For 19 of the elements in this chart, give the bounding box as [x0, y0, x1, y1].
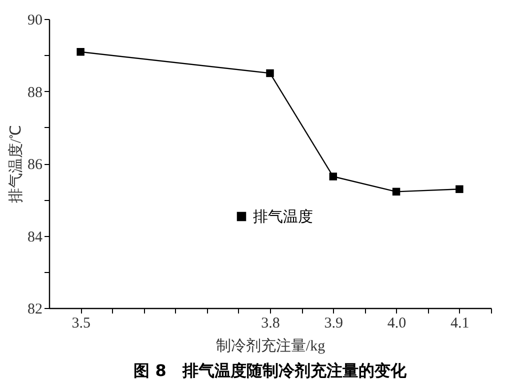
x-axis-title: 制冷剂充注量/kg — [216, 338, 326, 354]
y-axis-title: 排气温度/℃ — [8, 124, 24, 204]
x-tick-label: 3.8 — [261, 316, 280, 332]
y-tick-label: 88 — [28, 84, 42, 101]
y-tick-label: 84 — [28, 229, 43, 246]
x-tick-label: 4.0 — [387, 316, 406, 332]
y-tick-label: 86 — [28, 157, 43, 173]
x-tick-label: 3.5 — [72, 316, 90, 332]
point — [392, 188, 400, 196]
point — [329, 172, 338, 180]
point — [456, 185, 464, 194]
x-tick-label: 3.9 — [324, 316, 344, 332]
y-tick-label: 82 — [28, 302, 42, 318]
point — [76, 48, 84, 56]
legend-label: 排气温度 — [253, 208, 313, 226]
point — [266, 69, 274, 78]
text: 图 8 排气温度随制冷剂充注量的变化 — [134, 361, 408, 380]
y-tick-label: 90 — [28, 12, 42, 28]
x-tick-label: 4.1 — [450, 316, 470, 332]
